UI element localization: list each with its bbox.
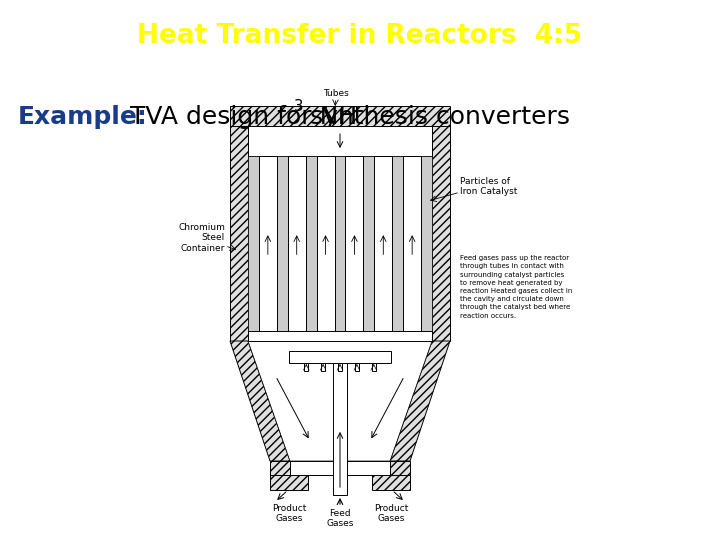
Text: Tubes: Tubes	[323, 89, 348, 98]
Bar	[230, 126, 248, 341]
Polygon shape	[390, 341, 450, 461]
Bar	[305, 363, 308, 371]
Bar	[248, 126, 432, 156]
Bar	[290, 461, 390, 475]
Polygon shape	[230, 341, 290, 461]
Polygon shape	[248, 341, 432, 461]
Bar	[432, 126, 450, 341]
Bar	[270, 475, 308, 490]
Bar	[333, 363, 347, 495]
Bar	[248, 331, 432, 341]
Bar	[403, 156, 421, 331]
Bar	[338, 363, 342, 371]
Text: Feed gases pass up the reactor
through tubes in contact with
surrounding catalys: Feed gases pass up the reactor through t…	[460, 255, 572, 319]
Bar	[248, 156, 432, 331]
Text: Product
Gases: Product Gases	[272, 504, 306, 523]
Bar	[289, 351, 390, 363]
Bar	[321, 363, 325, 371]
Bar	[288, 156, 306, 331]
Text: 3: 3	[294, 99, 304, 113]
Text: Chromium
Steel
Container: Chromium Steel Container	[178, 223, 225, 253]
Text: TVA design for NH: TVA design for NH	[130, 105, 357, 129]
Bar	[372, 363, 376, 371]
Bar	[259, 156, 277, 331]
Text: synthesis converters: synthesis converters	[302, 105, 570, 129]
Bar	[355, 363, 359, 371]
Bar	[346, 156, 364, 331]
Text: Product
Gases: Product Gases	[374, 504, 408, 523]
Text: Particles of
Iron Catalyst: Particles of Iron Catalyst	[460, 177, 518, 196]
Bar	[374, 156, 392, 331]
Text: Example:: Example:	[18, 105, 148, 129]
Bar	[270, 461, 410, 475]
Bar	[317, 156, 335, 331]
Text: Feed
Gases: Feed Gases	[326, 509, 354, 529]
Text: Heat Transfer in Reactors  4:5: Heat Transfer in Reactors 4:5	[138, 23, 582, 50]
Bar	[372, 475, 410, 490]
Bar	[230, 106, 450, 126]
Bar	[248, 126, 432, 341]
